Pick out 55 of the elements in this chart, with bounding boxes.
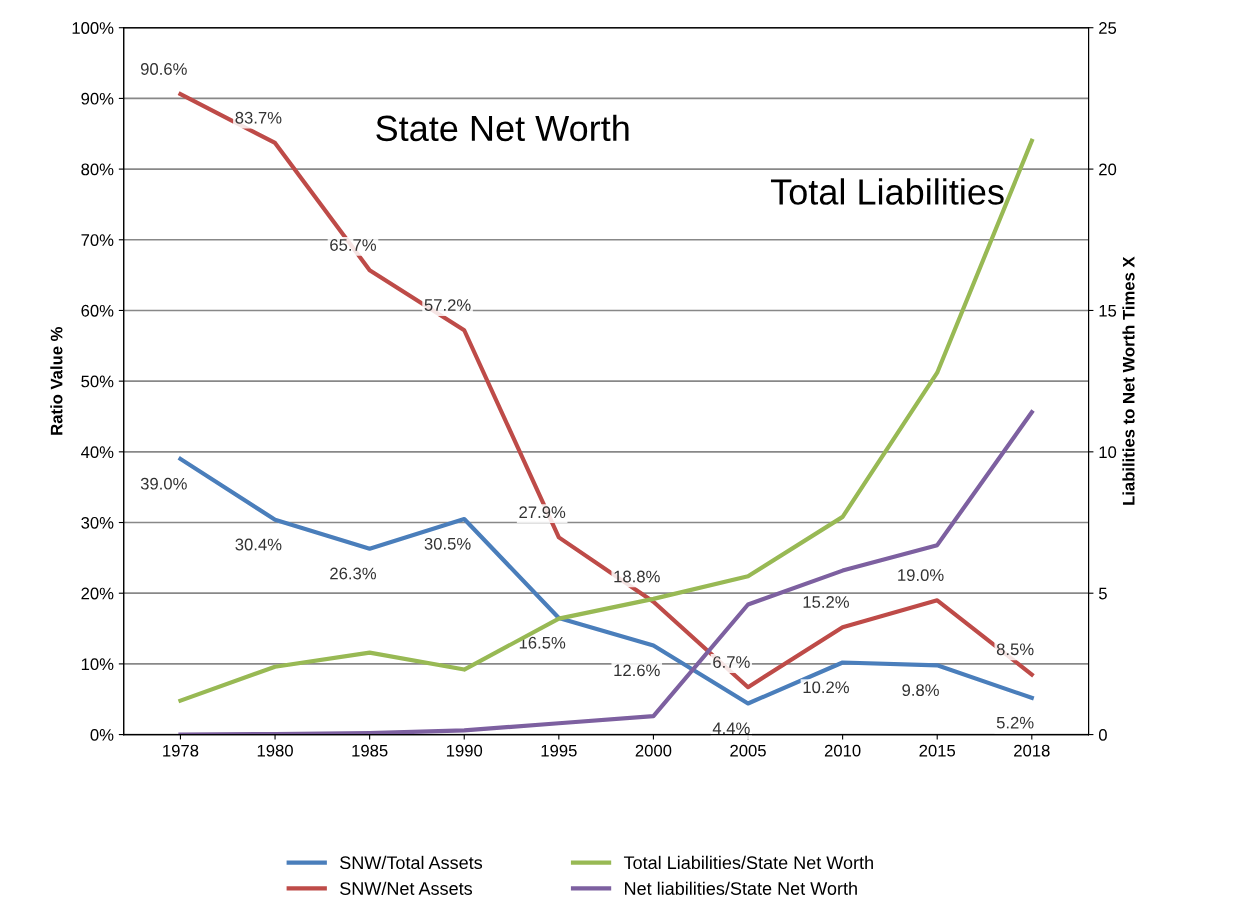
data-label: 83.7%	[235, 111, 282, 124]
legend-label: SNW/Total Assets	[340, 855, 483, 870]
y2-tick-label: 15	[1099, 305, 1117, 317]
annotation: Total Liabilities	[770, 178, 1004, 205]
data-label: 27.9%	[519, 506, 566, 519]
x-tick-label: 2010	[824, 744, 861, 757]
data-label: 39.0%	[140, 477, 187, 490]
y-tick-label: 30%	[81, 516, 114, 529]
x-tick-label: 2000	[635, 744, 672, 757]
y-tick-label: 90%	[81, 92, 114, 105]
data-label: 4.4%	[712, 722, 750, 735]
x-tick-label: 2018	[1014, 744, 1050, 757]
data-label: 30.4%	[235, 538, 282, 551]
legend-label: SNW/Net Assets	[340, 881, 473, 895]
x-tick-label: 1980	[257, 744, 293, 757]
y-tick-label: 0%	[90, 728, 114, 741]
y2-axis-title: Liabilities to Net Worth Times X	[1122, 256, 1135, 505]
data-label: 57.2%	[424, 299, 471, 311]
data-label: 5.2%	[996, 716, 1034, 729]
data-label: 8.5%	[996, 643, 1034, 656]
data-label: 65.7%	[330, 239, 377, 251]
x-tick-label: 2015	[919, 744, 956, 757]
data-label: 16.5%	[519, 636, 566, 649]
y-tick-label: 50%	[81, 375, 114, 388]
data-label: 90.6%	[140, 63, 187, 75]
y-axis-title: Ratio Value %	[50, 326, 63, 435]
y-tick-label: 60%	[81, 304, 114, 317]
data-label: 9.8%	[902, 684, 939, 697]
legend-label: Net liabilities/State Net Worth	[625, 881, 857, 895]
data-label: 6.7%	[713, 656, 750, 668]
x-tick-label: 2005	[730, 744, 766, 757]
data-label: 26.3%	[330, 567, 377, 580]
y-tick-label: 80%	[81, 163, 114, 176]
y2-tick-label: 10	[1099, 446, 1117, 459]
data-label: 15.2%	[803, 596, 849, 608]
y2-tick-label: 5	[1098, 587, 1107, 600]
x-tick-label: 1978	[163, 744, 199, 757]
data-label: 30.5%	[424, 537, 471, 550]
x-tick-label: 1995	[541, 744, 577, 757]
data-label: 10.2%	[803, 681, 849, 694]
legend-label: Total Liabilities/State Net Worth	[623, 855, 873, 870]
y-tick-label: 70%	[81, 234, 114, 246]
y-tick-label: 10%	[81, 658, 114, 671]
y2-tick-label: 25	[1099, 22, 1117, 34]
data-label: 12.6%	[614, 664, 660, 677]
y2-tick-label: 0	[1098, 728, 1107, 741]
x-tick-label: 1990	[446, 744, 483, 757]
data-label: 18.8%	[614, 570, 660, 583]
x-tick-label: 1985	[352, 744, 388, 757]
data-label: 19.0%	[898, 569, 944, 581]
y-tick-label: 100%	[72, 22, 114, 34]
y2-tick-label: 20	[1099, 163, 1117, 176]
y-tick-label: 40%	[81, 446, 114, 459]
annotation: State Net Worth	[376, 114, 629, 142]
y-tick-label: 20%	[81, 587, 114, 600]
